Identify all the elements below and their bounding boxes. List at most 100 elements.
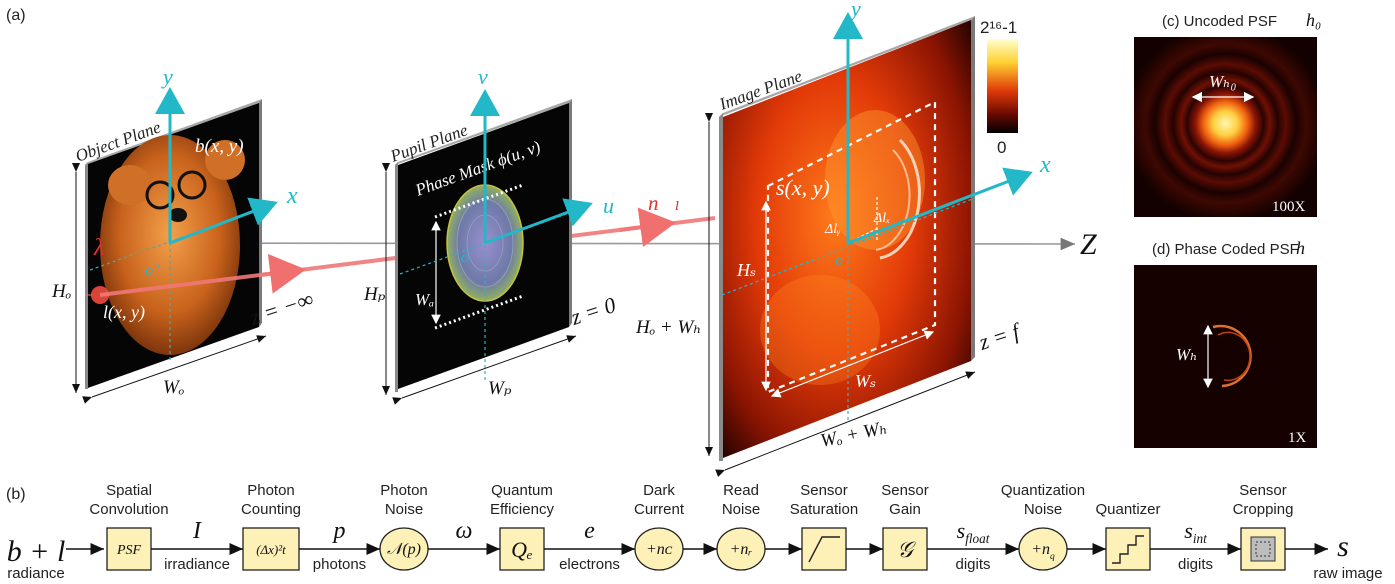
- dly-label: Δlᵧ: [824, 222, 841, 237]
- ray-label: n⃗ₗ: [648, 191, 680, 215]
- object-height: Hₒ: [51, 281, 71, 302]
- block-title-0: Spatial: [106, 482, 152, 499]
- b-label: b(x, y): [195, 136, 244, 157]
- dlx-label: Δlₓ: [873, 211, 890, 226]
- link-symbol-2: ω: [456, 518, 473, 544]
- sensor-crop-box: [766, 100, 937, 394]
- link-label-0: irradiance: [164, 556, 230, 573]
- block-6: [801, 527, 847, 571]
- block-title-7: Sensor: [881, 482, 929, 499]
- block-title-0: Convolution: [89, 501, 168, 518]
- image-y-label: y: [849, 0, 861, 21]
- panel-b-label: (b): [6, 486, 26, 503]
- block-title-4: Dark: [643, 482, 675, 499]
- block-title-7: Gain: [889, 501, 921, 518]
- z-axis-label: Z: [1080, 228, 1097, 261]
- link-label-9: digits: [1178, 556, 1213, 573]
- block-title-2: Photon: [380, 482, 428, 499]
- pipeline-output-label: raw image: [1313, 565, 1382, 582]
- block-1: [242, 527, 300, 571]
- pupil-z: z = 0: [567, 292, 619, 330]
- block-title-3: Quantum: [491, 482, 553, 499]
- link-symbol-9: sint: [1184, 518, 1207, 546]
- panel-c-label: (c) Uncoded PSF: [1162, 13, 1277, 30]
- image-origin: o: [835, 252, 843, 269]
- object-x-label: x: [286, 183, 298, 209]
- block-title-8: Noise: [1024, 501, 1062, 518]
- pipeline-input-label: radiance: [7, 565, 65, 582]
- block-title-10: Cropping: [1233, 501, 1294, 518]
- image-x-label: x: [1039, 152, 1051, 178]
- image-width: Wₒ + Wₕ: [819, 417, 890, 452]
- block-symbol-0: PSF: [116, 543, 142, 558]
- pipeline-input: b + l: [7, 535, 66, 568]
- aperture-label: Wₐ: [415, 290, 434, 309]
- pupil-origin: o': [461, 249, 473, 266]
- link-symbol-7: sfloat: [957, 518, 990, 546]
- block-symbol-3: Qₑ: [511, 537, 533, 562]
- object-y-label: y: [161, 64, 173, 89]
- pupil-width: Wₚ: [488, 378, 512, 399]
- hs-label: Hₛ: [736, 260, 756, 280]
- link-label-7: digits: [955, 556, 990, 573]
- colorbar-max: 2¹⁶-1: [980, 18, 1017, 37]
- object-width: Wₒ: [163, 377, 184, 398]
- s-label: s(x, y): [776, 175, 830, 200]
- link-label-3: electrons: [559, 556, 620, 573]
- psf-d-width: Wₕ: [1176, 345, 1198, 364]
- image-x-axis: [847, 167, 1033, 245]
- psf-arc: [879, 138, 921, 260]
- panel-d-symbol: h: [1296, 238, 1305, 258]
- coded-psf-image: [1134, 265, 1317, 448]
- block-title-9: Quantizer: [1095, 501, 1160, 518]
- uncoded-psf-image: [1134, 37, 1317, 217]
- link-symbol-1: p: [332, 518, 346, 544]
- crop-icon: [1250, 536, 1276, 562]
- block-symbol-2: 𝒩(p): [387, 541, 421, 558]
- block-symbol-1: (Δx)²t: [256, 542, 286, 557]
- block-symbol-8: +nq: [1031, 541, 1055, 562]
- block-title-3: Efficiency: [490, 501, 554, 518]
- image-z: z = f: [975, 318, 1025, 355]
- pipeline-output: s: [1337, 530, 1349, 563]
- block-title-6: Sensor: [800, 482, 848, 499]
- block-symbol-5: +nᵣ: [730, 541, 753, 558]
- quantizer-icon: [1112, 535, 1144, 564]
- block-10: [1240, 527, 1286, 571]
- colorbar-min: 0: [997, 138, 1006, 157]
- panel-a-label: (a): [6, 7, 26, 24]
- link-symbol-3: e: [584, 518, 595, 544]
- panel-c-symbol: h₀: [1306, 10, 1321, 30]
- link-label-1: photons: [313, 556, 366, 573]
- block-title-2: Noise: [385, 501, 423, 518]
- block-title-5: Read: [723, 482, 759, 499]
- block-title-5: Noise: [722, 501, 760, 518]
- pupil-v-label: v: [478, 64, 488, 89]
- psf-c-width: Wₕ₀: [1209, 72, 1237, 91]
- object-origin: o'': [145, 262, 160, 279]
- block-title-8: Quantization: [1001, 482, 1085, 499]
- saturation-icon: [808, 536, 840, 563]
- l-label: l(x, y): [103, 302, 145, 323]
- block-title-10: Sensor: [1239, 482, 1287, 499]
- block-symbol-4: +nᴄ: [646, 541, 673, 558]
- colorbar: [987, 39, 1018, 133]
- pupil-u-label: u: [603, 193, 614, 218]
- pupil-u-axis: [484, 198, 593, 245]
- block-title-6: Saturation: [790, 501, 858, 518]
- pupil-height: Hₚ: [363, 284, 386, 305]
- object-plane: [85, 99, 262, 389]
- block-title-4: Current: [634, 501, 685, 518]
- image-height: Hₒ + Wₕ: [635, 317, 702, 338]
- lambda-label: λ: [93, 235, 104, 261]
- block-title-1: Counting: [241, 501, 301, 518]
- panel-d-label: (d) Phase Coded PSF: [1152, 241, 1299, 258]
- block-symbol-7: 𝒢: [897, 537, 916, 562]
- link-symbol-0: I: [192, 518, 202, 544]
- object-x-axis: [169, 197, 278, 245]
- block-title-1: Photon: [247, 482, 295, 499]
- psf-c-zoom: 100X: [1272, 199, 1306, 215]
- ws-label: Wₛ: [855, 371, 876, 391]
